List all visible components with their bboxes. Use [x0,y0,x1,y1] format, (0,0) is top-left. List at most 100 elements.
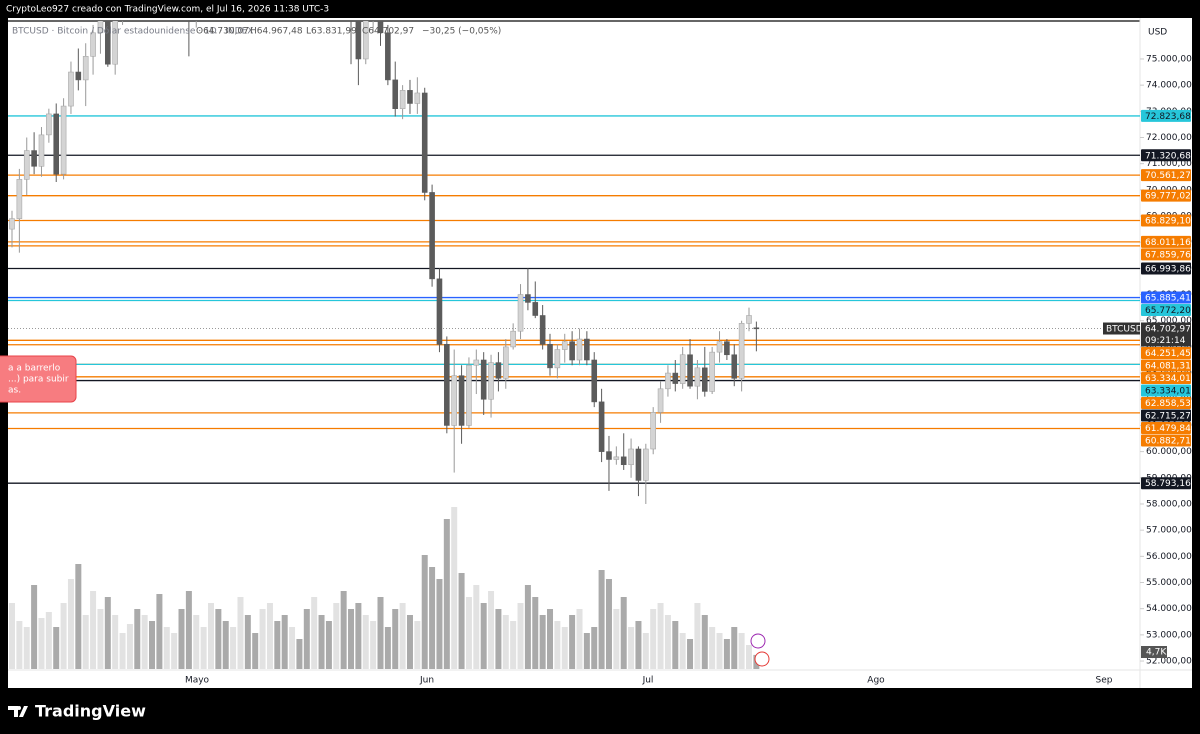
candle-body [458,375,465,426]
level-label-box [1141,359,1191,372]
candle-body [620,456,627,466]
volume-bar [112,615,119,669]
level-label-box [1141,372,1191,385]
candle-body [606,451,612,460]
candle-body [539,315,546,345]
volume-bar [554,621,561,669]
level-label: 66.993,86 [1145,265,1191,275]
volume-bar [605,579,612,669]
volume-bar [82,615,89,669]
volume-bar [119,633,126,669]
candle-body [591,359,598,403]
y-tick-label: 55.000,00 [1146,578,1192,588]
volume-bar [738,633,745,669]
candle-body [731,354,738,379]
volume-bar [473,585,480,669]
volume-bar [38,618,45,669]
level-label: 63.334,01 [1145,374,1191,384]
volume-bar [377,597,384,669]
candle-body [502,346,509,379]
candle-body [724,341,730,356]
x-tick-label: Jul [642,676,654,686]
currency: USD [1148,28,1167,38]
level-label: 65.885,41 [1145,294,1191,304]
volume-bar [266,603,273,669]
volume-bar [598,570,605,669]
volume-bar [9,603,15,669]
y-tick-label: 60.000,00 [1146,447,1192,457]
candle-body [628,448,634,466]
logo-dot [17,706,21,710]
volume-bar [134,609,141,669]
level-label-box [1141,248,1191,261]
volume-bar [583,633,590,669]
level-label: 62.858,53 [1145,399,1191,409]
volume-bar [414,621,421,669]
candle-body [665,372,671,390]
volume-bar [635,621,642,669]
legend-item: O64.730,07 [196,27,249,37]
candle-body [414,92,421,104]
volume-bar [642,633,649,669]
logo-icon [8,706,28,717]
candle-body [436,278,443,345]
level-label: 70.561,27 [1145,171,1191,181]
last-price: 64.702,97 [1145,325,1191,335]
x-tick-label: Ago [867,676,885,686]
level-label: 68.829,10 [1145,216,1191,226]
level-label: 61.479,84 [1145,424,1191,434]
volume-bar [60,603,67,669]
volume-bar [650,609,657,669]
volume-bar [421,555,428,669]
volume-bar [488,591,495,669]
y-tick-label: 74.000,00 [1146,81,1192,91]
volume-bar [75,564,82,669]
volume-bar [325,621,332,669]
last-symbol-box [1103,322,1140,335]
y-tick-label: 58.000,00 [1146,499,1192,509]
volume-bar [406,615,413,669]
volume-bar [45,612,52,669]
volume-bar [392,609,399,669]
y-tick-label: 75.000,00 [1146,54,1192,64]
candle-body [694,367,701,387]
volume-bar [16,621,23,669]
countdown: 09:21:14 [1145,336,1186,346]
volume-bar [207,603,214,669]
volume-bar [746,645,752,669]
candle-body [473,359,480,366]
header: CryptoLeo927 creado con TradingView.com,… [6,5,329,15]
candle-body [385,32,391,81]
candle-body [547,343,553,369]
legend-item: L63.831,99 [306,27,357,37]
volume-bar [495,609,502,669]
candle-body [75,71,82,81]
volume-bar [90,591,97,669]
volume-bar [465,597,472,669]
volume-bar [193,615,200,669]
candle-body [510,330,516,348]
level-label: 65.772,20 [1145,306,1191,316]
level-label-box [1141,189,1191,202]
volume-bar [178,609,185,669]
volume-bar [252,633,259,669]
volume-bar [436,579,443,669]
candle-body [701,367,708,392]
brand: TradingView [35,702,146,721]
level-label-box [1141,149,1191,162]
volume-bar [200,627,207,669]
y-tick-label: 71.000,00 [1146,159,1192,169]
volume-bar [97,609,104,669]
volume-bar [303,609,310,669]
candle-body [451,375,458,426]
volume-bar [67,579,74,669]
level-label: 62.715,27 [1145,412,1191,422]
candle-body [488,362,494,400]
candle-body [466,364,472,426]
candle-body [569,341,575,361]
popup-box [0,355,77,403]
x-tick-label: Mayo [185,676,210,686]
y-tick-label: 53.000,00 [1146,630,1192,640]
